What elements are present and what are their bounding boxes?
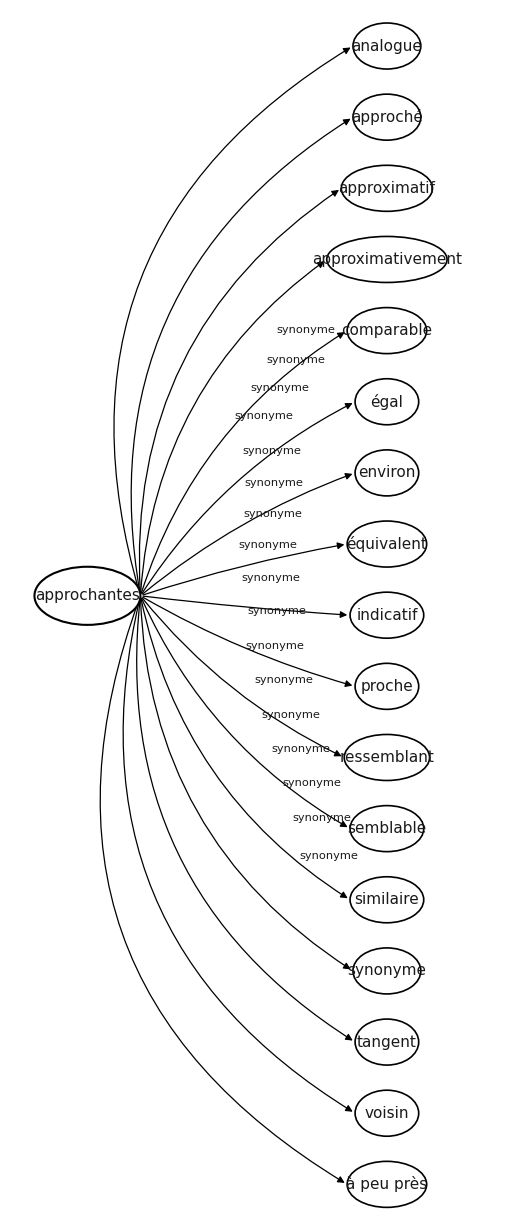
Ellipse shape: [353, 23, 421, 69]
FancyArrowPatch shape: [141, 598, 347, 897]
FancyArrowPatch shape: [123, 598, 351, 1110]
FancyArrowPatch shape: [139, 190, 338, 593]
FancyArrowPatch shape: [142, 598, 340, 756]
Ellipse shape: [347, 521, 427, 567]
Text: synonyme: synonyme: [235, 411, 294, 420]
Ellipse shape: [355, 664, 419, 710]
Ellipse shape: [355, 1090, 419, 1136]
Text: synonyme: synonyme: [299, 851, 358, 861]
Text: voisin: voisin: [365, 1106, 409, 1120]
Text: synonyme: synonyme: [282, 779, 341, 788]
Text: synonyme: synonyme: [248, 607, 307, 616]
Text: équivalent: équivalent: [347, 536, 427, 552]
Text: approximatif: approximatif: [339, 180, 435, 196]
FancyArrowPatch shape: [142, 403, 351, 593]
Ellipse shape: [350, 805, 423, 851]
FancyArrowPatch shape: [143, 543, 343, 595]
FancyArrowPatch shape: [114, 48, 349, 593]
FancyArrowPatch shape: [137, 598, 351, 1040]
FancyArrowPatch shape: [140, 598, 349, 969]
Text: synonyme: synonyme: [243, 509, 302, 520]
Text: approchantes: approchantes: [35, 589, 140, 603]
Ellipse shape: [347, 1161, 427, 1207]
FancyArrowPatch shape: [143, 596, 346, 618]
Ellipse shape: [344, 734, 429, 780]
Text: à peu près: à peu près: [346, 1176, 428, 1193]
Text: approché: approché: [351, 109, 423, 125]
Text: égal: égal: [370, 394, 403, 409]
FancyArrowPatch shape: [100, 598, 343, 1182]
Ellipse shape: [355, 1020, 419, 1066]
Ellipse shape: [353, 94, 421, 140]
Ellipse shape: [350, 877, 423, 923]
Text: comparable: comparable: [341, 323, 432, 338]
Text: proche: proche: [360, 679, 413, 694]
Text: synonyme: synonyme: [271, 745, 330, 754]
Text: synonyme: synonyme: [245, 642, 304, 652]
Text: synonyme: synonyme: [255, 676, 314, 685]
Ellipse shape: [355, 379, 419, 425]
Ellipse shape: [350, 592, 423, 638]
Text: synonyme: synonyme: [243, 446, 302, 455]
Text: synonyme: synonyme: [262, 710, 321, 721]
Ellipse shape: [347, 308, 427, 354]
Text: synonyme: synonyme: [242, 573, 301, 584]
Text: analogue: analogue: [351, 39, 422, 53]
FancyArrowPatch shape: [140, 262, 323, 593]
Ellipse shape: [341, 166, 432, 211]
FancyArrowPatch shape: [142, 598, 347, 827]
Text: synonyme: synonyme: [267, 355, 325, 366]
FancyArrowPatch shape: [131, 120, 349, 593]
Text: approximativement: approximativement: [312, 252, 462, 266]
Text: synonyme: synonyme: [293, 813, 351, 823]
Text: synonyme: synonyme: [244, 478, 304, 488]
FancyArrowPatch shape: [143, 597, 351, 687]
Ellipse shape: [355, 450, 419, 497]
Text: semblable: semblable: [347, 821, 427, 836]
Text: environ: environ: [358, 465, 416, 481]
Ellipse shape: [326, 236, 447, 282]
Ellipse shape: [353, 948, 421, 994]
FancyArrowPatch shape: [142, 333, 343, 593]
Text: ressemblant: ressemblant: [339, 750, 435, 765]
FancyArrowPatch shape: [143, 474, 351, 595]
Text: similaire: similaire: [355, 893, 419, 907]
Text: synonyme: synonyme: [238, 540, 297, 550]
Text: synonyme: synonyme: [251, 383, 310, 392]
Text: indicatif: indicatif: [356, 608, 418, 622]
Text: synonyme: synonyme: [347, 964, 427, 978]
Text: tangent: tangent: [357, 1034, 417, 1050]
Text: synonyme: synonyme: [277, 325, 335, 334]
Ellipse shape: [34, 567, 140, 625]
